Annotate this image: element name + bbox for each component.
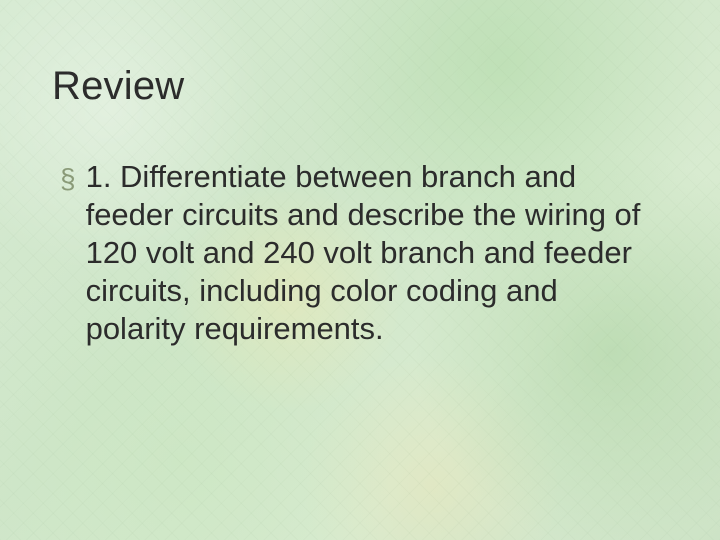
bullet-text: 1. Differentiate between branch and feed… — [86, 158, 646, 348]
slide-title: Review — [52, 64, 184, 109]
slide: Review § 1. Differentiate between branch… — [0, 0, 720, 540]
slide-body: § 1. Differentiate between branch and fe… — [60, 158, 660, 348]
section-mark-icon: § — [60, 160, 76, 198]
bullet-item: § 1. Differentiate between branch and fe… — [60, 158, 660, 348]
